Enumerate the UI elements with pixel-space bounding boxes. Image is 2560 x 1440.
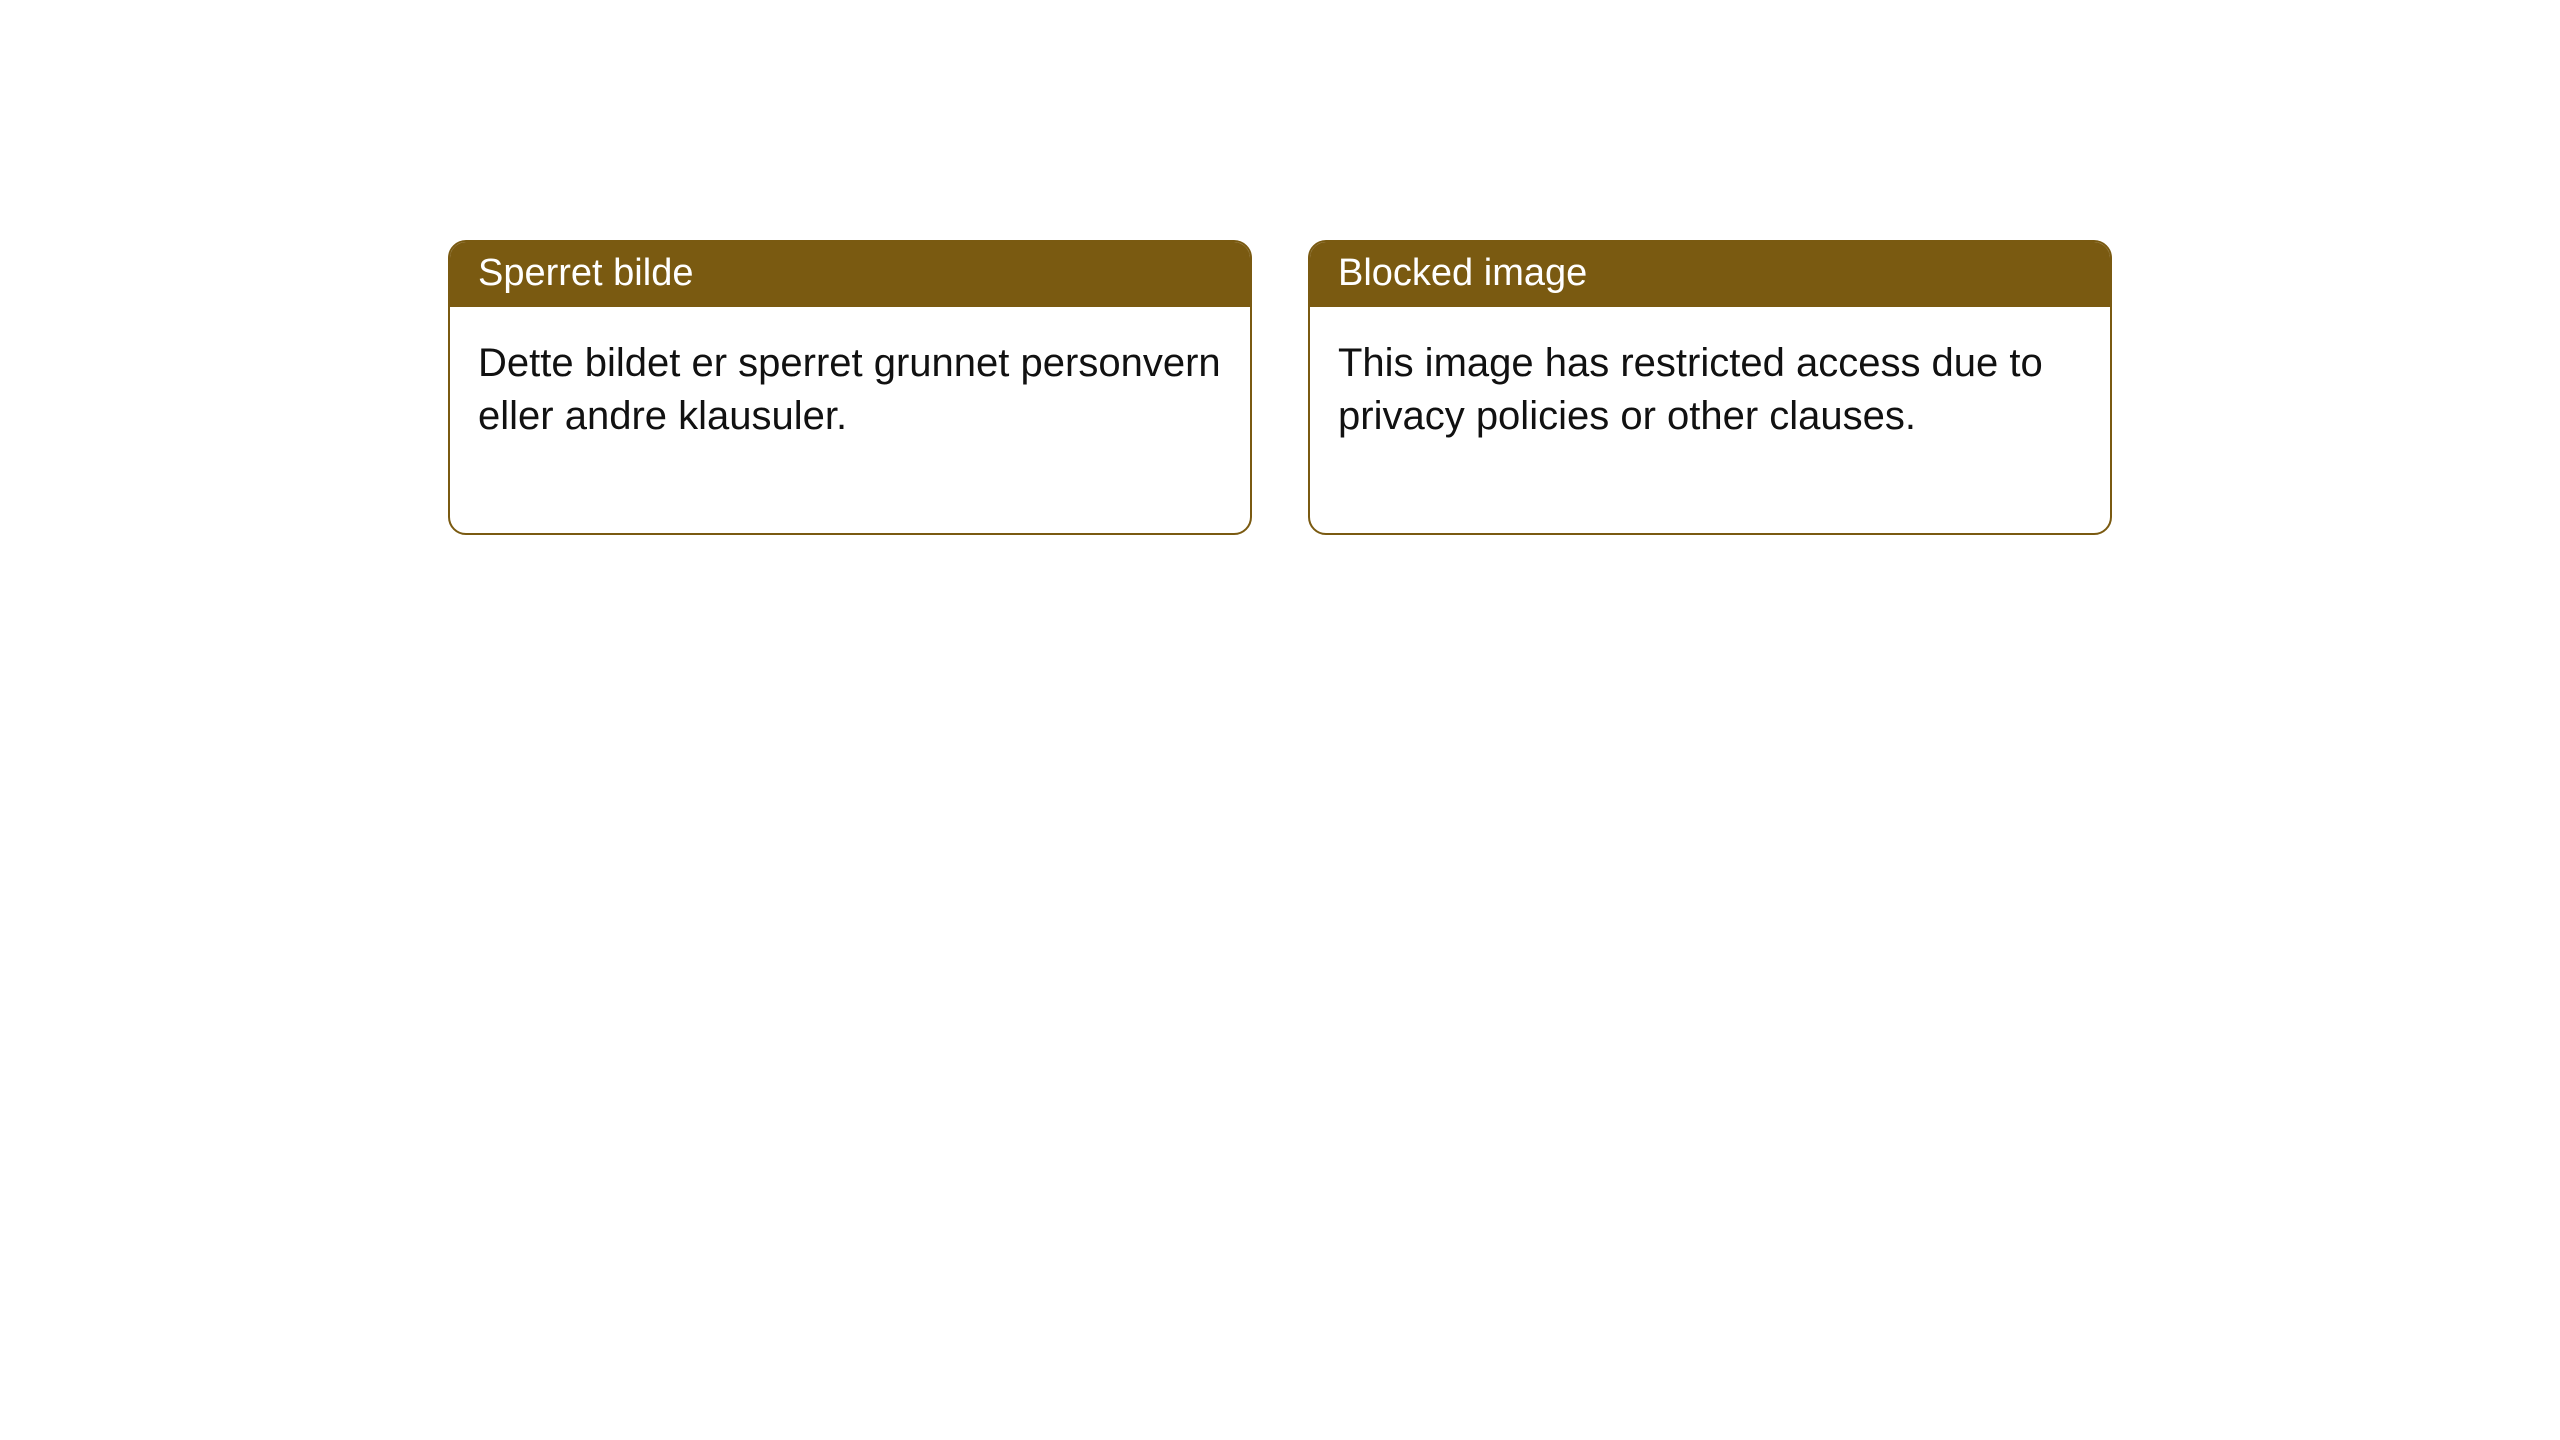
notice-header-no: Sperret bilde	[450, 242, 1250, 307]
notice-header-en: Blocked image	[1310, 242, 2110, 307]
notice-body-en: This image has restricted access due to …	[1310, 307, 2110, 533]
notice-body-no: Dette bildet er sperret grunnet personve…	[450, 307, 1250, 533]
notice-card-no: Sperret bilde Dette bildet er sperret gr…	[448, 240, 1252, 535]
notice-card-en: Blocked image This image has restricted …	[1308, 240, 2112, 535]
notice-container: Sperret bilde Dette bildet er sperret gr…	[0, 0, 2560, 535]
